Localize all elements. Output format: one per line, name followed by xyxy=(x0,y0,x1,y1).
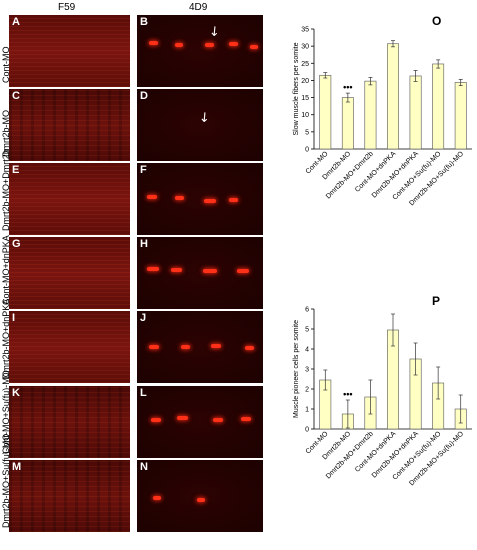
stained-cell xyxy=(175,43,183,47)
stained-cell xyxy=(149,345,159,349)
panel-letter: J xyxy=(140,312,147,324)
stained-cell xyxy=(241,417,251,421)
bar xyxy=(454,82,467,150)
stained-cell xyxy=(211,344,221,348)
stained-cell xyxy=(245,346,254,350)
panel-letter: C xyxy=(12,90,20,102)
panel-letter: P xyxy=(432,295,440,308)
bar xyxy=(387,43,399,150)
y-tick-label: 25 xyxy=(301,61,309,68)
stained-cell xyxy=(175,196,184,200)
stained-cell xyxy=(151,418,161,422)
arrow-icon: ↙ xyxy=(195,107,214,126)
panel-letter: E xyxy=(12,164,20,176)
panel-letter: O xyxy=(432,15,441,28)
micrograph-4d9: D ↙ xyxy=(137,89,263,161)
micrograph-4d9: F xyxy=(137,163,263,235)
stained-cell xyxy=(250,45,258,49)
stained-cell xyxy=(205,43,214,47)
stained-cell xyxy=(229,42,238,46)
chart-o: O Slow muscle fibers per somite 0 5 10 15 20 25… xyxy=(293,15,472,207)
micrograph-4d9: N xyxy=(137,460,263,532)
panel-letter: H xyxy=(140,238,148,250)
micrograph-f59: M xyxy=(9,460,130,532)
panel-letter: L xyxy=(140,387,147,399)
arrow-icon: ↙ xyxy=(205,21,224,40)
x-tick-label: Cont-MO+dnPKA xyxy=(354,150,398,194)
y-tick-label: 30 xyxy=(301,44,309,51)
micrograph-f59: I xyxy=(9,311,130,383)
panel-letter: M xyxy=(12,461,22,473)
y-tick-label: 3 xyxy=(305,367,309,374)
significance-marker: ••• xyxy=(343,82,352,92)
stained-cell xyxy=(197,498,205,502)
micrograph-f59: K xyxy=(9,386,130,458)
micrograph-f59: C xyxy=(9,89,130,161)
panel-letter: D xyxy=(140,90,148,102)
x-tick-label: Cont-MO+dnPKA xyxy=(354,430,398,474)
stained-cell xyxy=(213,418,223,422)
y-tick-label: 35 xyxy=(301,27,309,34)
micrograph-f59: E xyxy=(9,163,130,235)
bar xyxy=(409,75,422,150)
panel-letter: N xyxy=(140,461,148,473)
stained-cell xyxy=(237,269,249,273)
stained-cell xyxy=(204,199,216,203)
col-header-f59: F59 xyxy=(58,2,76,13)
panel-letter: I xyxy=(12,312,16,324)
stained-cell xyxy=(147,195,157,199)
stained-cell xyxy=(203,269,217,273)
y-tick-label: 0 xyxy=(305,147,309,154)
bar xyxy=(341,97,354,150)
micrograph-4d9: B ↙ xyxy=(137,15,263,87)
bar xyxy=(364,80,377,150)
stained-cell xyxy=(171,268,182,272)
y-tick-label: 2 xyxy=(305,387,309,394)
bar xyxy=(432,63,445,150)
micrograph-f59: G xyxy=(9,237,130,309)
chart-p: P Muscle pioneer cells per somite 0 1 2 3 4 5 6 C… xyxy=(293,295,472,487)
stained-cell xyxy=(181,345,190,349)
y-tick-label: 15 xyxy=(301,95,309,102)
micrograph-4d9: J xyxy=(137,311,263,383)
y-tick-label: 0 xyxy=(305,427,309,434)
y-tick-label: 1 xyxy=(305,407,309,414)
y-tick-label: 5 xyxy=(305,327,309,334)
significance-marker: ••• xyxy=(343,389,352,399)
y-tick-label: 5 xyxy=(305,129,309,136)
bar xyxy=(319,74,332,150)
col-header-4d9: 4D9 xyxy=(189,2,208,13)
stained-cell xyxy=(229,198,238,202)
panel-letter: B xyxy=(140,16,148,28)
y-axis-label: Muscle pioneer cells per somite xyxy=(293,320,300,418)
y-tick-label: 4 xyxy=(305,347,309,354)
y-tick-label: 6 xyxy=(305,307,309,314)
panel-letter: A xyxy=(12,16,20,28)
panel-letter: G xyxy=(12,238,21,250)
stained-cell xyxy=(147,267,159,271)
stained-cell xyxy=(149,41,158,45)
y-axis-label: Slow muscle fibers per somite xyxy=(293,42,300,135)
stained-cell xyxy=(177,416,188,420)
micrograph-f59: A xyxy=(9,15,130,87)
panel-letter: F xyxy=(140,164,147,176)
y-tick-label: 10 xyxy=(301,112,309,119)
micrograph-4d9: L xyxy=(137,386,263,458)
y-tick-label: 20 xyxy=(301,78,309,85)
stained-cell xyxy=(153,496,161,500)
micrograph-4d9: H xyxy=(137,237,263,309)
panel-letter: K xyxy=(12,387,20,399)
